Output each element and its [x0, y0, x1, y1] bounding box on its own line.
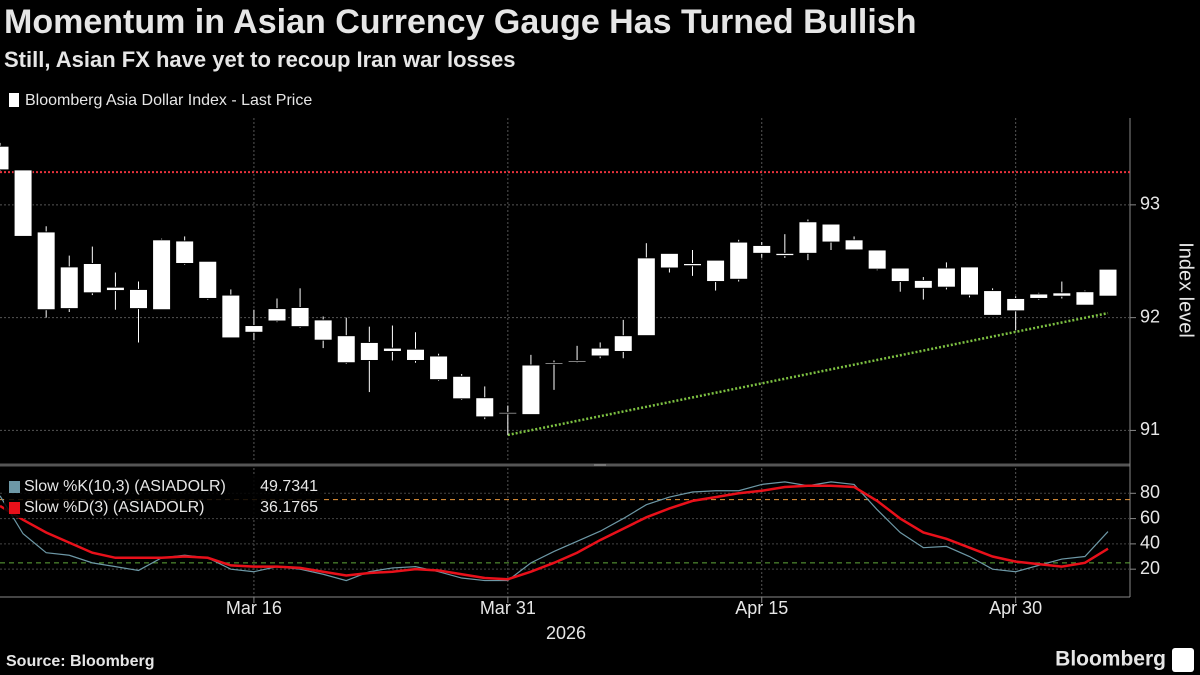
candle-body	[567, 359, 587, 363]
legend-label: Bloomberg Asia Dollar Index - Last Price	[25, 92, 312, 109]
candle-body	[844, 239, 864, 251]
candle-body	[313, 319, 333, 341]
candle-body	[1029, 293, 1049, 299]
candle-body	[636, 257, 656, 337]
axes: Mar 16 Mar 31 Apr 15 Apr 30 91 92 93 20 40 60 80 Sl…	[4, 194, 1160, 618]
x-axis-year: 2026	[546, 623, 586, 643]
legend-value: 36.1765	[260, 499, 318, 516]
candle-body	[429, 355, 449, 381]
y-tick-label: 80	[1140, 482, 1160, 502]
x-tick-label: Mar 16	[226, 598, 282, 618]
candle-body	[152, 239, 172, 311]
legend-value: 49.7341	[260, 478, 318, 495]
candle-body	[1075, 291, 1095, 306]
candle-body	[59, 266, 79, 310]
candle-body	[913, 279, 933, 289]
oscillator-line	[0, 484, 1109, 581]
x-tick-label: Apr 30	[989, 598, 1042, 618]
chart-subtitle: Still, Asian FX have yet to recoup Iran …	[4, 47, 515, 72]
candle-body	[544, 362, 564, 365]
candle-body	[1098, 268, 1118, 297]
legend-swatch	[9, 502, 20, 514]
x-tick-label: Mar 31	[480, 598, 536, 618]
candle-body	[290, 306, 310, 328]
candle-body	[221, 294, 241, 339]
candle-body	[336, 335, 356, 364]
candle-body	[382, 347, 402, 352]
chart-title: Momentum in Asian Currency Gauge Has Tur…	[4, 3, 916, 41]
candle-body	[244, 325, 264, 333]
price-panel	[0, 118, 1130, 462]
candle-body	[890, 267, 910, 283]
candle-body	[452, 375, 472, 400]
y-tick-label: 20	[1140, 558, 1160, 578]
y-tick-label: 60	[1140, 507, 1160, 527]
candle-body	[498, 411, 518, 415]
candle-body	[936, 267, 956, 288]
y-tick-label: 91	[1140, 419, 1160, 439]
candle-body	[175, 240, 195, 264]
candle-body	[867, 249, 887, 270]
candle-body	[359, 341, 379, 361]
legend-swatch	[9, 481, 20, 493]
candle-body	[613, 335, 633, 352]
legend-label: Slow %K(10,3) (ASIADOLR)	[24, 478, 226, 495]
candle-body	[82, 262, 102, 294]
brand-icon	[1172, 648, 1194, 672]
y-tick-label: 93	[1140, 194, 1160, 214]
candle-body	[0, 145, 10, 171]
candle-body	[406, 348, 425, 361]
source: Source: Bloomberg	[6, 653, 154, 670]
x-tick-label: Apr 15	[735, 598, 788, 618]
candle-body	[105, 286, 125, 292]
candle-body	[1052, 292, 1072, 297]
candle-body	[475, 397, 495, 418]
candle-body	[129, 288, 148, 310]
candle-body	[521, 364, 541, 416]
y-axis-title: Index level	[1175, 242, 1197, 338]
candle-body	[775, 252, 795, 257]
y-tick-label: 40	[1140, 533, 1160, 553]
candle-body	[590, 347, 610, 357]
candle-body	[198, 260, 218, 299]
candle-body	[36, 231, 56, 311]
candle-body	[983, 290, 1003, 316]
candle-body	[706, 259, 726, 283]
candle-body	[267, 308, 287, 322]
legend-swatch	[9, 93, 19, 107]
legend-label: Slow %D(3) (ASIADOLR)	[24, 499, 204, 516]
oscillator-legend: Slow %K(10,3) (ASIADOLR) 49.7341 Slow %D(3…	[4, 474, 322, 518]
oscillator-line	[0, 481, 1109, 582]
candle-body	[821, 223, 841, 243]
candle-body	[13, 169, 33, 237]
brand-logo: Bloomberg	[1055, 648, 1166, 671]
candle-body	[683, 262, 702, 267]
legend-box	[4, 474, 322, 518]
candle-body	[729, 241, 749, 280]
y-tick-label: 92	[1140, 306, 1160, 326]
candle-body	[1006, 297, 1026, 312]
candle-body	[798, 221, 818, 254]
candle-body	[960, 266, 979, 296]
candle-body	[752, 244, 772, 254]
candle-body	[659, 252, 679, 269]
